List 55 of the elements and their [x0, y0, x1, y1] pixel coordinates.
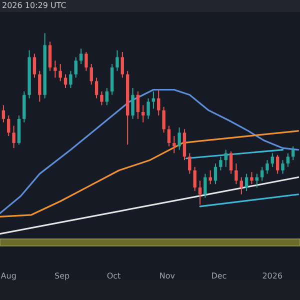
candlestick — [208, 170, 212, 185]
candlestick — [266, 160, 269, 174]
candlestick — [136, 90, 140, 120]
x-tick-label: Nov — [159, 272, 176, 281]
candlestick — [84, 52, 88, 72]
candlestick — [131, 88, 134, 120]
candlestick — [69, 70, 72, 89]
candlestick — [286, 152, 290, 168]
candlestick — [167, 125, 171, 147]
candlestick — [152, 90, 156, 110]
candlestick — [250, 172, 254, 185]
candlestick — [116, 50, 119, 72]
candlestick — [229, 151, 233, 174]
candlestick — [270, 152, 274, 168]
candlestick — [234, 163, 238, 185]
candlestick — [32, 53, 36, 78]
x-tick-label: Aug — [0, 272, 16, 281]
candlestick — [105, 88, 108, 106]
candlestick — [64, 74, 68, 89]
candlestick — [2, 104, 6, 123]
candlestick — [100, 90, 104, 106]
candlestick — [48, 41, 52, 72]
candlestick — [79, 48, 83, 65]
candlestick — [188, 152, 192, 174]
candlestick — [240, 176, 243, 195]
candlestick — [94, 77, 98, 99]
candlestick — [157, 89, 160, 116]
candlestick — [255, 173, 258, 188]
candlestick — [214, 163, 218, 185]
candlestick — [146, 98, 150, 120]
candlestick — [7, 114, 10, 137]
text: 2026 10:29 UTC — [2, 0, 66, 11]
candlestick — [74, 56, 78, 78]
candlestick — [224, 149, 228, 168]
candlestick — [172, 136, 176, 154]
candlestick — [198, 180, 202, 206]
x-tick-label: Oct — [106, 272, 121, 281]
candlestick — [58, 64, 62, 82]
candlestick — [38, 70, 42, 102]
candlestick — [178, 126, 181, 150]
candlestick — [142, 104, 145, 123]
x-tick-label: Sep — [54, 272, 70, 281]
candlestick — [90, 64, 93, 86]
candlestick — [204, 173, 207, 198]
candlestick — [276, 154, 280, 174]
candlestick — [12, 125, 16, 149]
candlestick — [193, 166, 196, 192]
candlestick — [219, 156, 222, 171]
candlestick — [244, 173, 248, 192]
x-tick-label: 2026 — [262, 272, 283, 281]
candlestick — [281, 160, 284, 174]
candlestick — [162, 106, 166, 134]
x-tick-label: Dec — [211, 272, 227, 281]
candlestick — [120, 52, 124, 78]
candlestick — [54, 60, 57, 78]
